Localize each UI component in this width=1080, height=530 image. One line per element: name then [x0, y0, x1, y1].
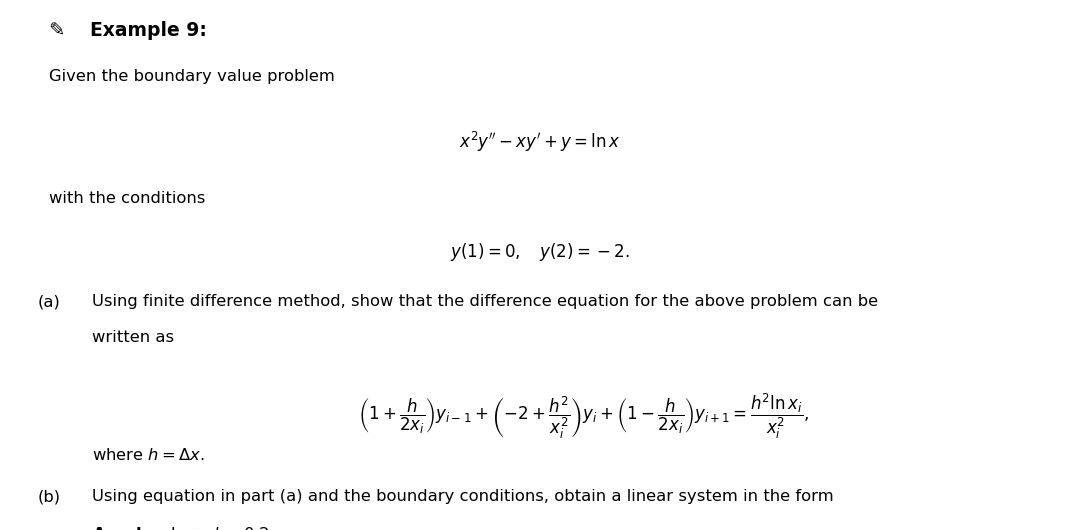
Text: Given the boundary value problem: Given the boundary value problem	[49, 69, 335, 84]
Text: Using finite difference method, show that the difference equation for the above : Using finite difference method, show tha…	[92, 294, 878, 309]
Text: $x^2y'' - xy' + y = \ln x$: $x^2y'' - xy' + y = \ln x$	[459, 130, 621, 154]
Text: written as: written as	[92, 330, 174, 345]
Text: Example 9:: Example 9:	[90, 21, 206, 40]
Text: $y(1) = 0, \quad y(2) = -2.$: $y(1) = 0, \quad y(2) = -2.$	[450, 241, 630, 263]
Text: $\mathbf{A}\mathbf{y} = \mathbf{b}$, where $h = 0.2$.: $\mathbf{A}\mathbf{y} = \mathbf{b}$, whe…	[92, 525, 274, 530]
Text: ✎: ✎	[49, 21, 65, 40]
Text: Using equation in part (a) and the boundary conditions, obtain a linear system i: Using equation in part (a) and the bound…	[92, 489, 834, 504]
Text: (a): (a)	[38, 294, 60, 309]
Text: with the conditions: with the conditions	[49, 191, 205, 206]
Text: (b): (b)	[38, 489, 60, 504]
Text: $\left(1 + \dfrac{h}{2x_i}\right) y_{i-1} + \left(-2 + \dfrac{h^2}{x_i^2}\right): $\left(1 + \dfrac{h}{2x_i}\right) y_{i-1…	[357, 391, 809, 440]
Text: where $h = \Delta x$.: where $h = \Delta x$.	[92, 447, 204, 463]
